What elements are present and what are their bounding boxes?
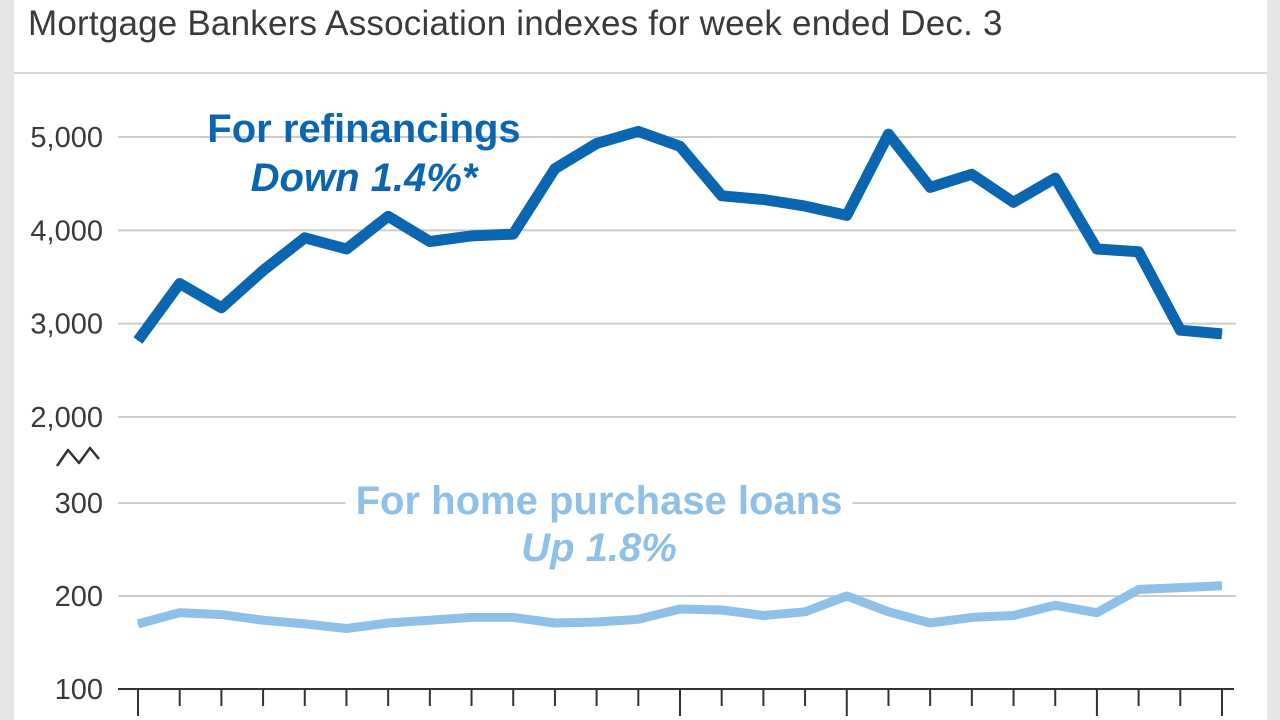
purchase-data-point	[137, 623, 139, 625]
purchase-change-label: Up 1.8%	[521, 526, 677, 570]
purchase-data-point	[596, 621, 598, 623]
refinance-data-point	[137, 340, 139, 341]
refinance-data-point	[762, 199, 764, 200]
y-tick-label: 2,000	[30, 402, 103, 434]
title-divider	[14, 72, 1267, 74]
purchase-data-point	[220, 614, 222, 616]
y-tick-label: 4,000	[30, 215, 103, 247]
refinance-data-point	[637, 130, 639, 132]
purchase-series-line	[136, 581, 1223, 633]
purchase-data-point	[804, 611, 806, 613]
purchase-data-point	[721, 609, 723, 611]
purchase-data-point	[1221, 585, 1223, 587]
refinance-data-point	[721, 195, 723, 197]
refinance-data-point	[471, 235, 472, 237]
purchase-data-point	[1138, 589, 1140, 590]
purchase-data-point	[929, 622, 931, 624]
purchase-data-point	[471, 616, 472, 618]
refinance-data-point	[1221, 333, 1223, 335]
refinance-data-point	[179, 283, 181, 284]
refinance-data-point	[512, 233, 514, 235]
purchase-data-point	[179, 612, 181, 614]
purchase-data-point	[846, 595, 848, 597]
refinance-data-point	[1179, 329, 1181, 331]
refinance-data-point	[346, 248, 347, 250]
refinance-data-point	[888, 133, 889, 135]
refinance-data-point	[262, 270, 264, 271]
y-tick-label: 200	[55, 581, 103, 613]
refinance-change-label: Down 1.4%*	[251, 156, 480, 200]
purchase-data-point	[1054, 604, 1056, 606]
refinance-data-point	[220, 307, 222, 309]
purchase-data-point	[1013, 615, 1014, 616]
refinance-data-point	[387, 215, 389, 217]
purchase-data-point	[637, 618, 639, 620]
refinance-data-point	[846, 214, 848, 216]
axis-break-icon	[55, 446, 100, 467]
y-tick-label: 5,000	[30, 122, 103, 154]
refinance-data-point	[596, 143, 598, 144]
purchase-data-point	[304, 623, 306, 625]
refinance-data-point	[1096, 248, 1098, 250]
y-tick-label: 100	[55, 674, 103, 706]
refinance-data-point	[429, 241, 431, 242]
purchase-data-point	[554, 622, 556, 624]
purchase-data-point	[387, 622, 389, 624]
purchase-data-point	[679, 608, 681, 610]
refinance-series-label: For refinancings	[207, 107, 520, 151]
refinance-data-point	[1138, 251, 1140, 253]
purchase-data-point	[429, 619, 431, 621]
refinance-data-point	[929, 186, 931, 188]
chart-title: Mortgage Bankers Association indexes for…	[28, 4, 1003, 43]
purchase-data-point	[762, 615, 764, 616]
purchase-data-point	[888, 611, 889, 613]
refinance-data-point	[554, 168, 556, 170]
refinance-data-point	[304, 237, 306, 239]
purchase-data-point	[346, 628, 347, 629]
chart-panel	[14, 0, 1267, 720]
y-tick-label: 3,000	[30, 309, 103, 341]
purchase-data-point	[512, 616, 514, 618]
purchase-data-point	[1096, 612, 1098, 614]
refinance-data-point	[804, 205, 806, 207]
purchase-data-point	[262, 619, 264, 621]
refinance-data-point	[679, 145, 681, 147]
label-knockout	[345, 479, 853, 523]
purchase-data-point	[971, 616, 973, 618]
refinance-data-point	[1054, 177, 1056, 179]
purchase-series-label: For home purchase loans	[356, 479, 843, 523]
refinance-data-point	[971, 173, 973, 175]
purchase-data-point	[1179, 587, 1181, 589]
refinance-data-point	[1013, 201, 1014, 203]
y-tick-label: 300	[55, 488, 103, 520]
